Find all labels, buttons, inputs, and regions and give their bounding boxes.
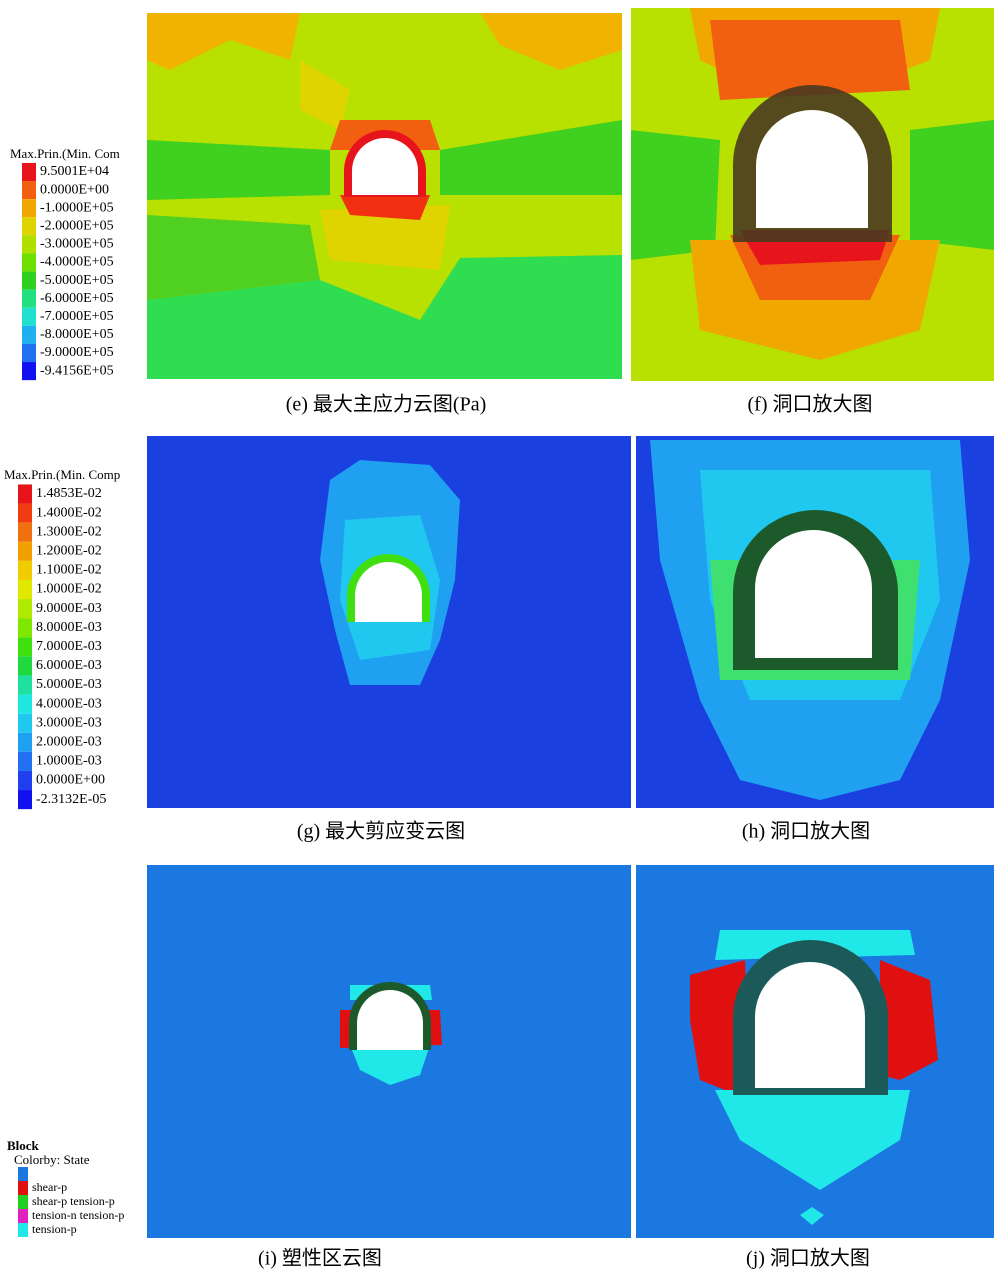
caption: (h) 洞口放大图	[742, 820, 870, 843]
legend-swatch	[22, 326, 36, 344]
legend-title: Max.Prin.(Min. Comp	[4, 467, 120, 482]
legend-label: 1.0000E-03	[36, 754, 102, 769]
legend-swatch	[22, 253, 36, 271]
legend-label: -1.0000E+05	[40, 200, 114, 215]
legend-label: 1.0000E-02	[36, 582, 102, 597]
legend-swatch	[18, 771, 32, 790]
plot-h	[636, 436, 994, 808]
legend-label: -8.0000E+05	[40, 327, 114, 342]
plot-i	[147, 865, 631, 1238]
legend-title: Block	[7, 1138, 40, 1153]
legend-label: -7.0000E+05	[40, 309, 114, 324]
plot-g	[147, 436, 631, 808]
legend-swatch	[18, 484, 32, 503]
legend-swatch	[22, 181, 36, 199]
legend-label: 3.0000E-03	[36, 715, 102, 730]
legend-label: -5.0000E+05	[40, 273, 114, 288]
legend-label: 1.4000E-02	[36, 505, 102, 520]
legend-label: tension-p	[32, 1222, 77, 1236]
legend-swatch	[22, 199, 36, 217]
legend-label: 9.5001E+04	[40, 164, 109, 179]
legend-label: -6.0000E+05	[40, 291, 114, 306]
legend-swatch	[22, 290, 36, 308]
legend-swatch	[22, 308, 36, 326]
legend-swatch	[18, 790, 32, 809]
legend-swatch	[22, 344, 36, 362]
legend-label: 9.0000E-03	[36, 601, 102, 616]
legend-swatch	[18, 580, 32, 599]
legend-swatch	[18, 542, 32, 561]
legend-swatch	[18, 733, 32, 752]
legend-swatch	[18, 637, 32, 656]
legend-label: 7.0000E-03	[36, 639, 102, 654]
legend-swatch	[18, 504, 32, 523]
legend-swatch	[22, 217, 36, 235]
legend-label: -2.3132E-05	[36, 792, 106, 807]
legend-label: -2.0000E+05	[40, 219, 114, 234]
legend-title: Max.Prin.(Min. Com	[10, 146, 120, 161]
figure: (e) 最大主应力云图(Pa) (f) 洞口放大图 (g) 最大剪应变云图 (h…	[0, 0, 994, 1273]
legend-label: 8.0000E-03	[36, 620, 102, 635]
caption: (e) 最大主应力云图(Pa)	[286, 393, 487, 416]
legend-label: -3.0000E+05	[40, 237, 114, 252]
legend-swatch	[18, 1209, 28, 1223]
legend-label: shear-p	[32, 1180, 67, 1194]
legend-label: 2.0000E-03	[36, 735, 102, 750]
legend-label: tension-n tension-p	[32, 1208, 124, 1222]
plot-e	[147, 13, 622, 379]
legend-swatch	[22, 235, 36, 253]
legend-label: 0.0000E+00	[36, 773, 105, 788]
legend-label: shear-p tension-p	[32, 1194, 115, 1208]
legend-swatch	[18, 1223, 28, 1237]
plot-j	[636, 865, 994, 1238]
legend-swatch	[22, 272, 36, 290]
legend-label: 1.3000E-02	[36, 524, 102, 539]
legend-swatch	[22, 163, 36, 181]
caption: (i) 塑性区云图	[258, 1247, 382, 1270]
legend-swatch	[18, 561, 32, 580]
legend-label: 1.1000E-02	[36, 563, 102, 578]
legend-label: 0.0000E+00	[40, 182, 109, 197]
legend-swatch	[18, 1195, 28, 1209]
legend-swatch	[18, 656, 32, 675]
legend-swatch	[18, 523, 32, 542]
legend-label: 1.2000E-02	[36, 544, 102, 559]
legend-swatch	[18, 675, 32, 694]
legend-swatch	[18, 1167, 28, 1181]
legend-swatch	[18, 695, 32, 714]
legend-swatch	[18, 752, 32, 771]
legend-swatch	[18, 599, 32, 618]
caption: (f) 洞口放大图	[748, 393, 873, 416]
legend-label: 5.0000E-03	[36, 677, 102, 692]
legend-label: -4.0000E+05	[40, 255, 114, 270]
legend-swatch	[18, 714, 32, 733]
legend-swatch	[18, 618, 32, 637]
legend-swatch	[22, 362, 36, 380]
legend-label: -9.4156E+05	[40, 363, 114, 378]
legend-label: 4.0000E-03	[36, 696, 102, 711]
legend-label: 6.0000E-03	[36, 658, 102, 673]
plot-f	[631, 8, 994, 381]
caption: (g) 最大剪应变云图	[297, 820, 465, 843]
legend-swatch	[18, 1181, 28, 1195]
legend-subtitle: Colorby: State	[14, 1152, 90, 1167]
caption: (j) 洞口放大图	[746, 1247, 870, 1270]
legend-label: -9.0000E+05	[40, 345, 114, 360]
legend-label: 1.4853E-02	[36, 486, 102, 501]
